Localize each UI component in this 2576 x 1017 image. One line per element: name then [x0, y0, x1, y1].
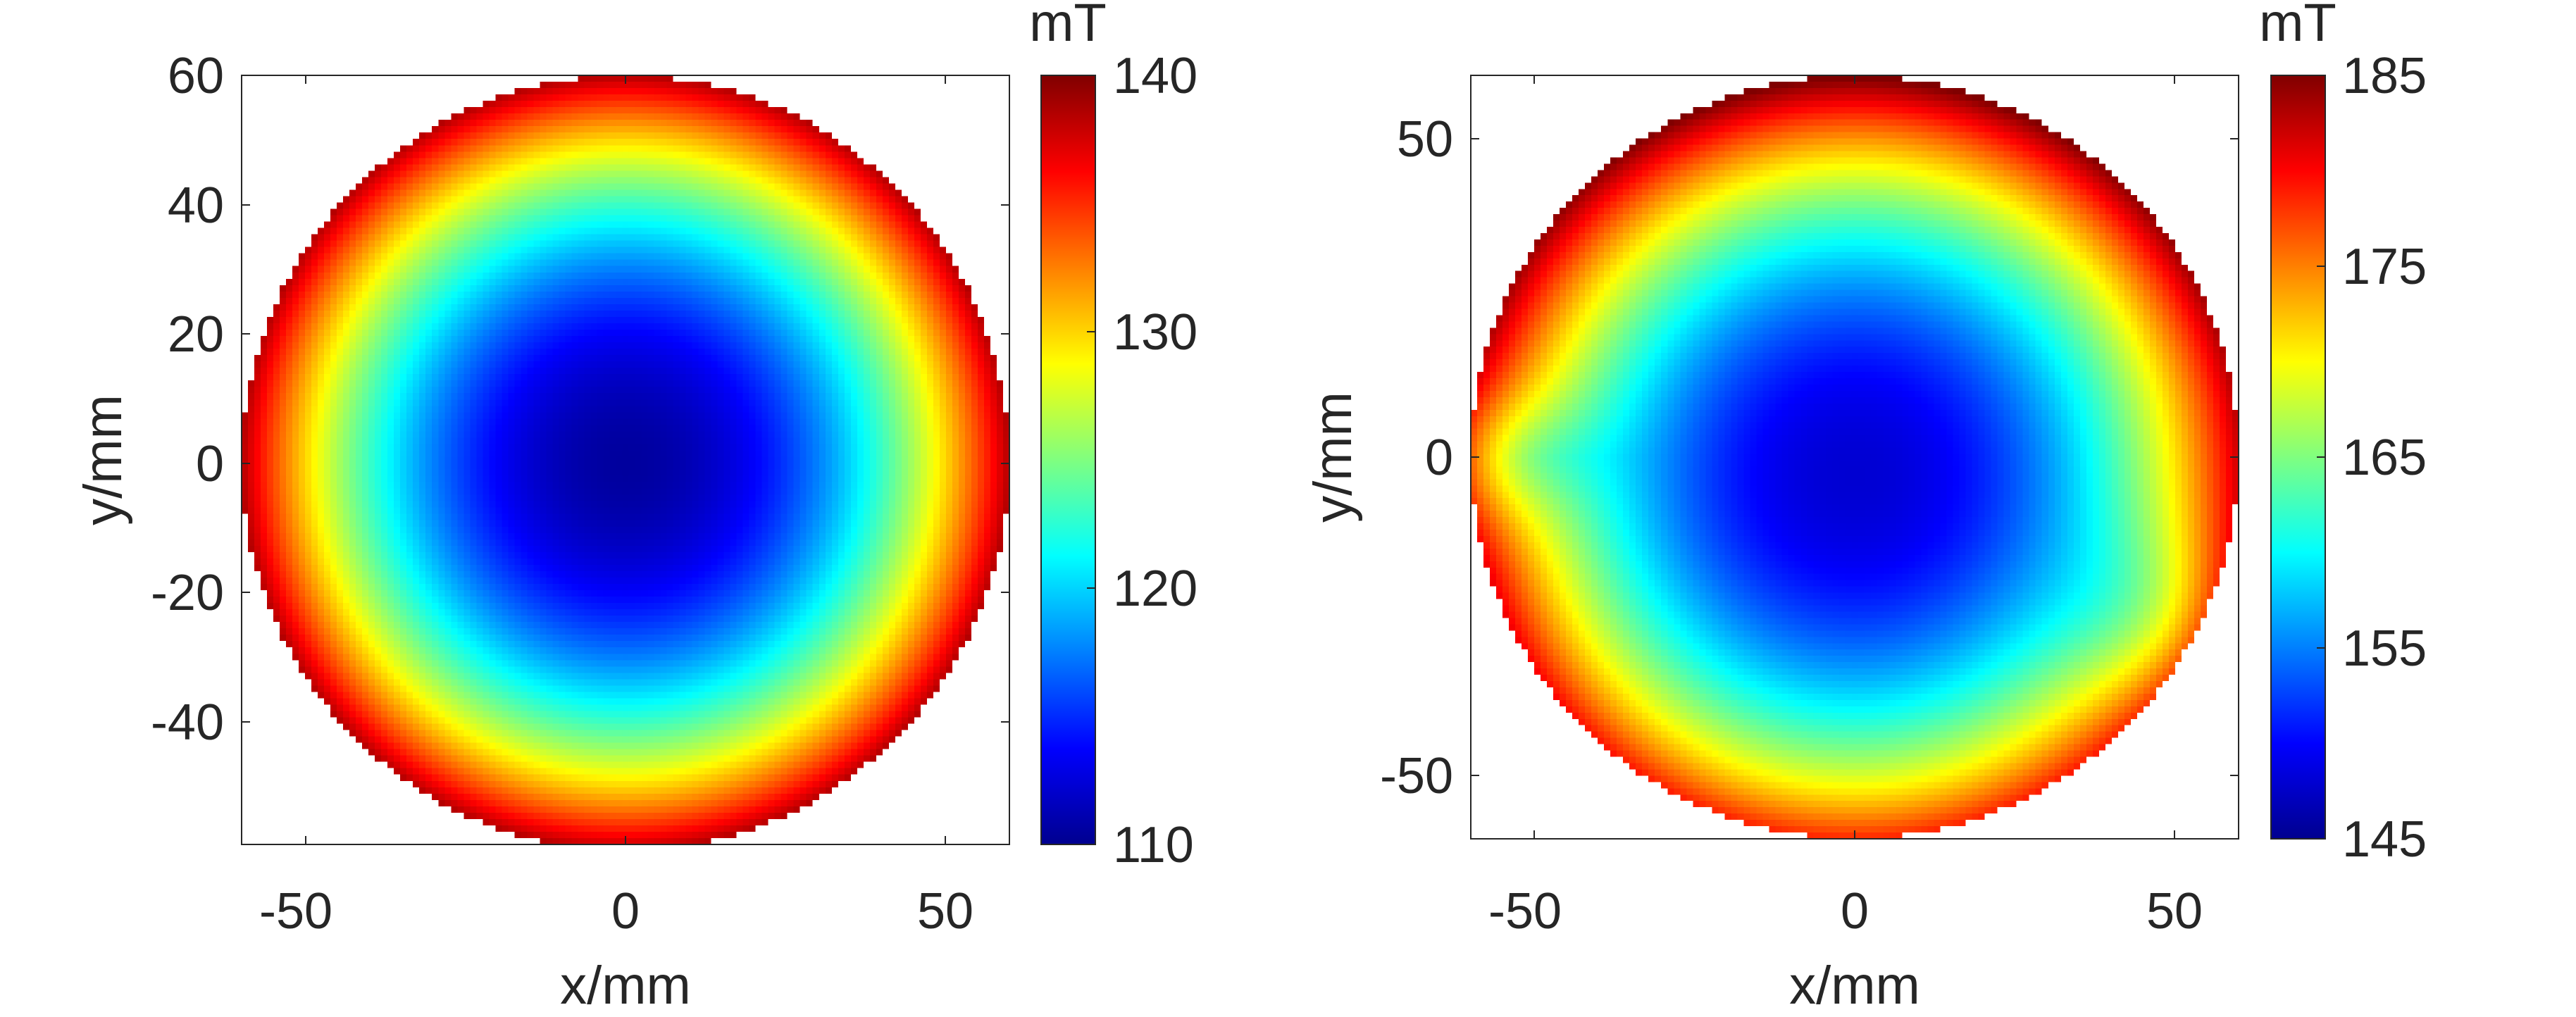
left-colorbar-tick-label: 120	[1113, 561, 1197, 617]
left-colorbar-ticks	[1087, 75, 1095, 845]
left-x-tick-label: 0	[611, 883, 640, 940]
right-y-tick-label: 50	[1397, 111, 1453, 168]
right-heatmap	[1471, 75, 2239, 839]
left-x-tick-label: 50	[917, 883, 973, 940]
right-colorbar-unit: mT	[2259, 0, 2337, 53]
left-colorbar-tick-label: 110	[1113, 817, 1194, 873]
right-colorbar-tick-label: 145	[2342, 811, 2427, 868]
left-colorbar-tick-labels: 140 130 120 110	[1113, 48, 1197, 873]
right-colorbar-tick-label: 155	[2342, 620, 2427, 677]
right-colorbar-tick-label: 175	[2342, 239, 2427, 295]
left-y-tick-label: 20	[168, 306, 224, 363]
left-field-image	[242, 75, 1009, 844]
left-colorbar-tick-label: 140	[1113, 48, 1197, 104]
left-y-tick-label: 0	[196, 436, 224, 492]
right-colorbar-tick-label: 185	[2342, 48, 2427, 104]
right-x-tick-labels: -50 0 50	[1488, 883, 2203, 940]
right-y-tick-label: 0	[1425, 430, 1453, 486]
right-colorbar-tick-labels: 185 175 165 155 145	[2342, 48, 2427, 868]
left-x-tick-labels: -50 0 50	[259, 883, 973, 940]
right-x-tick-label: 50	[2146, 883, 2203, 940]
right-y-tick-label: -50	[1380, 748, 1453, 804]
left-x-axis-label: x/mm	[560, 956, 691, 1016]
right-y-axis-label: y/mm	[1303, 392, 1363, 523]
right-x-axis-label: x/mm	[1789, 956, 1920, 1016]
left-colorbar-frame	[1040, 75, 1096, 845]
left-x-ticks	[305, 75, 946, 844]
right-y-tick-labels: 50 0 -50	[1380, 111, 1453, 804]
right-panel: 50 0 -50 -50 0 50 x/mm y/mm	[1303, 0, 2427, 1016]
right-field-image	[1471, 75, 2239, 839]
right-x-tick-label: 0	[1841, 883, 1869, 940]
left-y-tick-label: -40	[151, 694, 224, 751]
left-colorbar-unit: mT	[1029, 0, 1107, 53]
left-y-tick-label: -20	[151, 565, 224, 621]
left-y-tick-labels: 60 40 20 0 -20 -40	[151, 48, 224, 751]
left-panel: 60 40 20 0 -20 -40 -50 0 50 x/mm y/mm	[73, 0, 1197, 1016]
right-y-ticks	[1471, 138, 2239, 776]
right-colorbar-tick-label: 165	[2342, 430, 2427, 486]
right-colorbar	[2271, 75, 2325, 839]
left-y-axis-label: y/mm	[73, 394, 133, 525]
left-x-tick-label: -50	[259, 883, 332, 940]
right-x-ticks	[1533, 75, 2175, 839]
left-heatmap	[242, 75, 1009, 844]
right-x-tick-label: -50	[1488, 883, 1562, 940]
left-colorbar	[1041, 75, 1095, 844]
left-y-tick-label: 60	[168, 48, 224, 104]
right-colorbar-ticks	[2317, 75, 2325, 840]
left-y-tick-label: 40	[168, 177, 224, 234]
left-colorbar-tick-label: 130	[1113, 304, 1197, 361]
left-y-ticks	[242, 75, 1009, 723]
